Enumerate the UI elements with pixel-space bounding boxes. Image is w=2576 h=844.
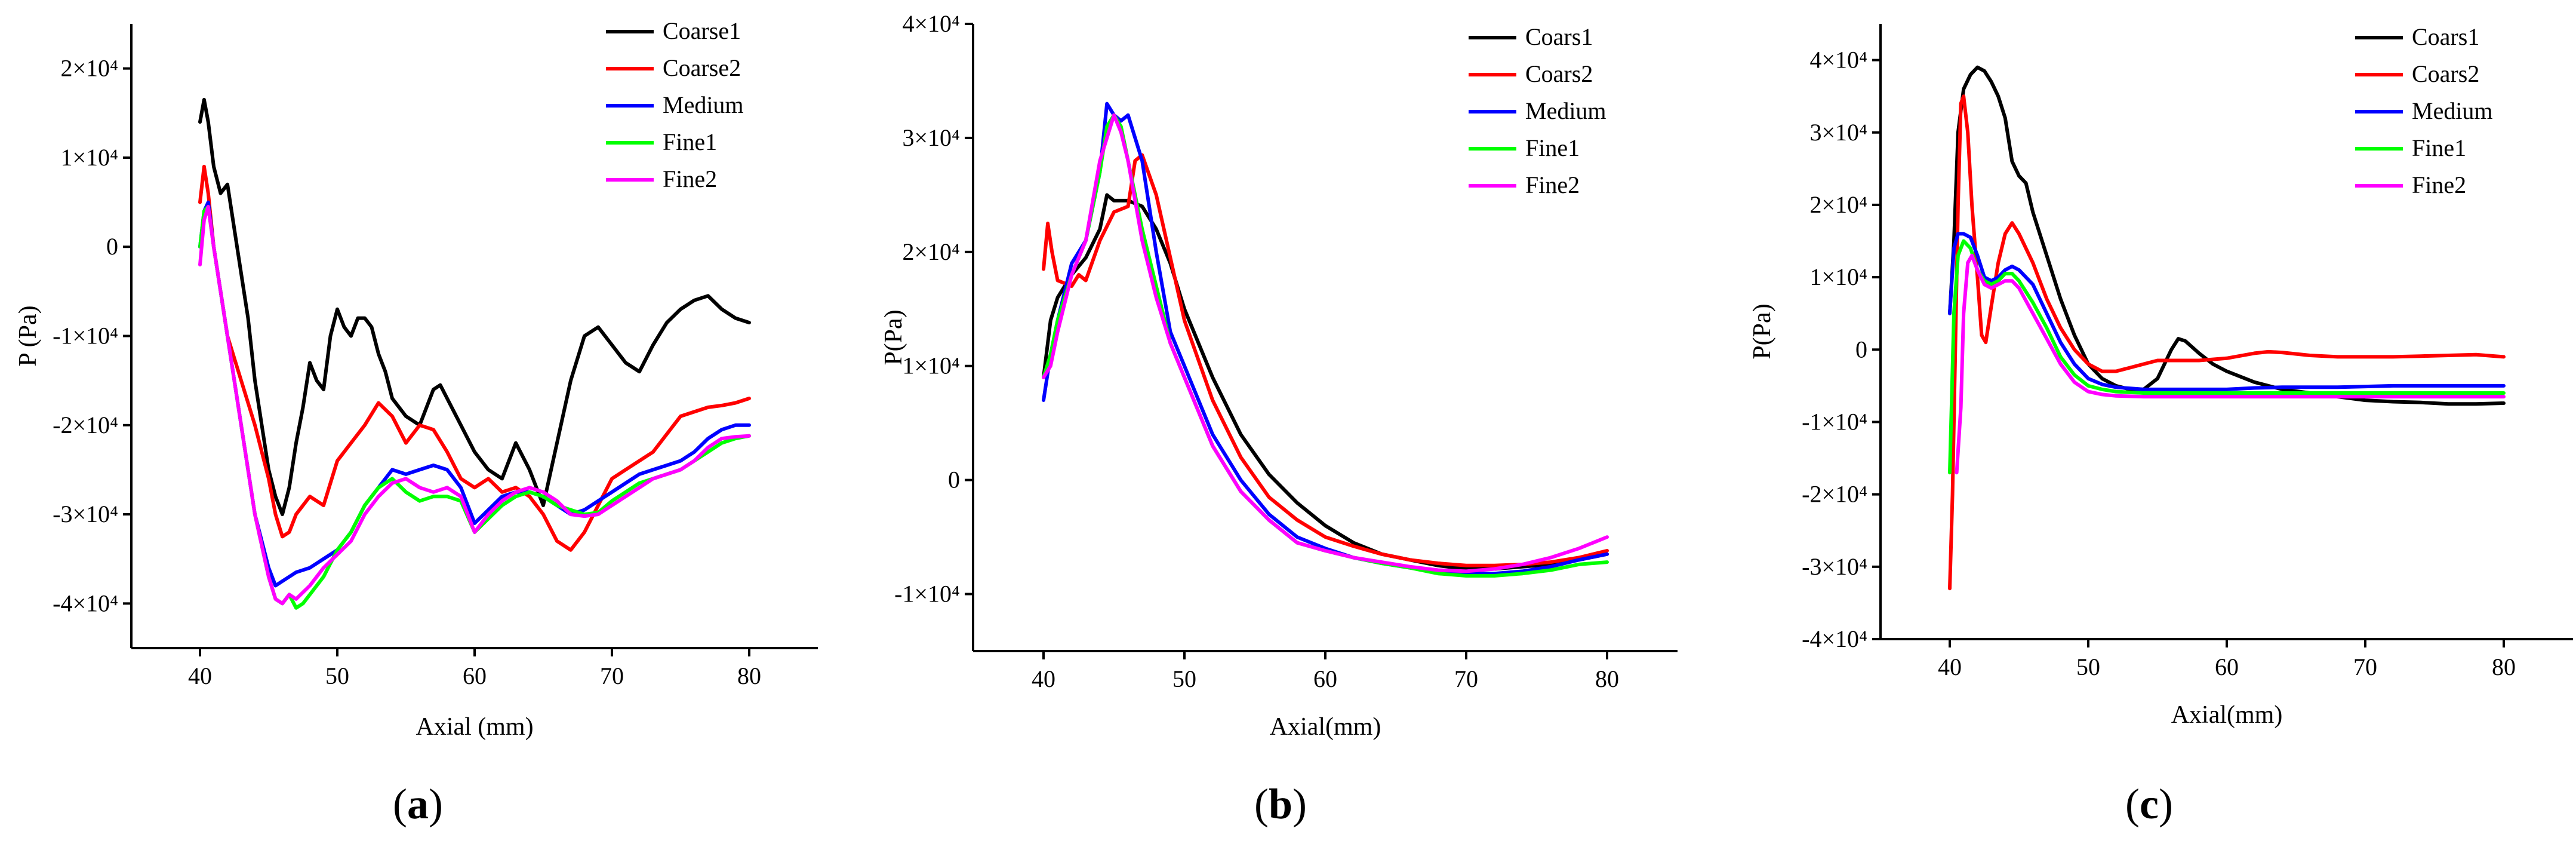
y-tick-label: 0 [1855, 336, 1867, 363]
x-tick-label: 80 [737, 662, 761, 689]
y-tick-label: 2×10⁴ [1809, 191, 1867, 218]
x-axis-title: Axial(mm) [2171, 701, 2283, 729]
y-tick-label: 3×10⁴ [902, 124, 960, 151]
y-tick-label: 1×10⁴ [902, 352, 960, 379]
legend-label-fine1: Fine1 [1525, 134, 1580, 161]
y-tick-label: -3×10⁴ [1802, 553, 1867, 580]
y-axis-title: P (Pa) [14, 305, 42, 366]
x-tick-label: 50 [1172, 665, 1196, 692]
x-tick-label: 40 [1032, 665, 1055, 692]
chart-panel-3: 40 50 60 70 80 -4×10⁴ -3×10⁴ -2×10⁴ -1×10⁴ 0 1×10⁴… [1749, 23, 2573, 828]
x-tick-label: 60 [1313, 665, 1337, 692]
x-tick-label: 70 [2353, 653, 2377, 680]
panel-label: (b) [1254, 780, 1307, 828]
x-axis-title: Axial (mm) [416, 713, 533, 741]
y-tick-label: -1×10⁴ [53, 323, 118, 349]
legend-label-fine1: Fine1 [2412, 134, 2466, 161]
y-tick-label: 4×10⁴ [902, 10, 960, 37]
chart-panel-1: 40 50 60 70 80 -4×10⁴ -3×10⁴ -2×10⁴ -1×10⁴ 0 1×10⁴… [14, 17, 818, 828]
y-axis-title: P(Pa) [880, 309, 907, 365]
series-line-fine2 [1042, 113, 1609, 573]
y-tick-label: 3×10⁴ [1809, 119, 1867, 146]
x-tick-label: 70 [1454, 665, 1478, 692]
legend-label-coarse2: Coarse2 [663, 54, 741, 81]
x-tick-label: 50 [325, 662, 349, 689]
legend-label-coars1: Coars1 [1525, 23, 1593, 50]
legend-label-fine2: Fine2 [2412, 171, 2466, 198]
x-axis-title: Axial(mm) [1270, 713, 1381, 741]
series-line-medium [1948, 232, 2506, 391]
legend-label-fine2: Fine2 [1525, 171, 1580, 198]
panel-label: (a) [393, 780, 443, 828]
y-tick-label: 2×10⁴ [902, 238, 960, 265]
y-axis-title: P(Pa) [1749, 303, 1776, 359]
legend-label-fine2: Fine2 [663, 165, 717, 192]
series-line-coarse2 [198, 164, 751, 552]
y-tick-label: -2×10⁴ [53, 412, 118, 438]
legend-label-coars1: Coars1 [2412, 23, 2479, 50]
series-line-coarse1 [198, 97, 751, 517]
x-tick-label: 40 [1938, 653, 1962, 680]
x-tick-label: 40 [188, 662, 212, 689]
x-tick-label: 60 [463, 662, 487, 689]
x-tick-label: 50 [2076, 653, 2100, 680]
y-tick-label: -4×10⁴ [53, 590, 118, 616]
series-line-fine2 [198, 205, 751, 606]
legend-label-coars2: Coars2 [2412, 60, 2479, 87]
legend-label-coarse1: Coarse1 [663, 17, 741, 44]
y-tick-label: -1×10⁴ [1802, 408, 1867, 435]
x-tick-label: 70 [600, 662, 624, 689]
series-line-fine2 [1955, 253, 2506, 475]
y-tick-label: 0 [948, 466, 960, 493]
y-tick-label: -2×10⁴ [1802, 481, 1867, 508]
y-tick-label: -3×10⁴ [53, 501, 118, 527]
panel-label: (c) [2125, 780, 2173, 828]
series-line-medium [198, 200, 751, 588]
x-tick-label: 60 [2215, 653, 2239, 680]
y-tick-label: 4×10⁴ [1809, 47, 1867, 73]
series-line-coars2 [1948, 94, 2506, 591]
y-tick-label: 2×10⁴ [60, 55, 118, 82]
y-tick-label: 0 [106, 233, 118, 260]
series-line-coars2 [1042, 153, 1609, 567]
y-tick-label: 1×10⁴ [60, 144, 118, 171]
y-tick-label: -4×10⁴ [1802, 625, 1867, 652]
legend-label-medium: Medium [2412, 97, 2493, 124]
y-tick-label: -1×10⁴ [894, 581, 960, 607]
x-tick-label: 80 [1595, 665, 1619, 692]
legend-label-fine1: Fine1 [663, 128, 717, 155]
chart-panel-2: 40 50 60 70 80 -1×10⁴ 0 1×10⁴ 2×10⁴ 3×10⁴ 4×10⁴ Axi… [880, 10, 1678, 828]
x-tick-label: 80 [2492, 653, 2516, 680]
legend-label-medium: Medium [663, 91, 744, 118]
y-tick-label: 1×10⁴ [1809, 263, 1867, 290]
legend-label-medium: Medium [1525, 97, 1606, 124]
legend-label-coars2: Coars2 [1525, 60, 1593, 87]
